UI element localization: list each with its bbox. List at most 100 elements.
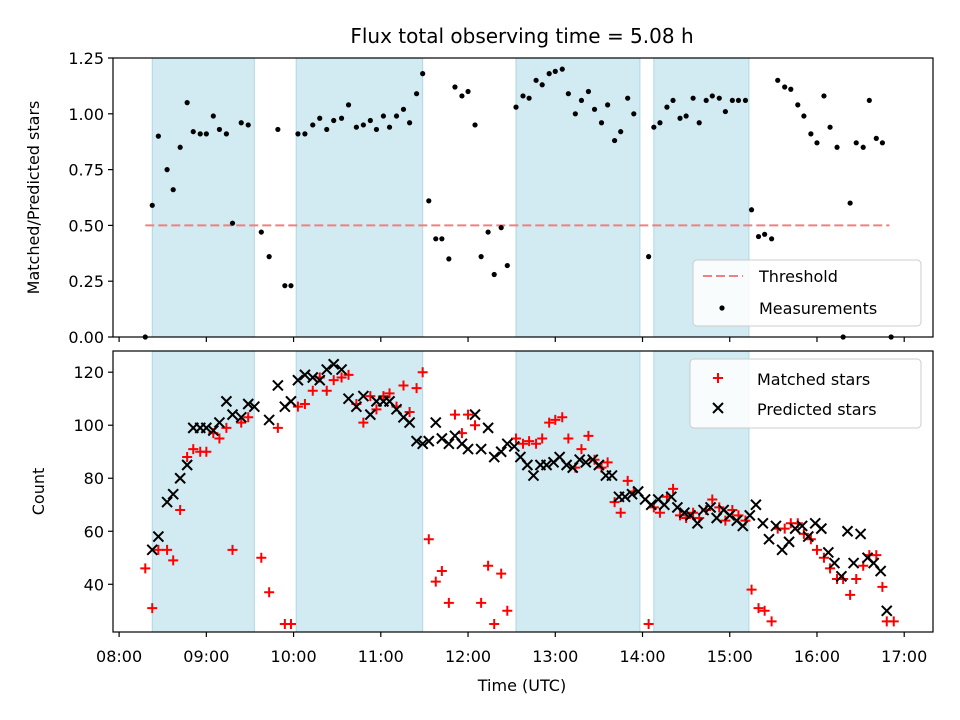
measurement-point (345, 102, 352, 108)
predicted-point (272, 379, 284, 392)
measurement-point (696, 120, 702, 126)
matched-point (328, 375, 339, 386)
y-axis-label: Count (29, 468, 48, 516)
measurement-point (266, 254, 272, 260)
measurement-point (446, 256, 452, 262)
predicted-point (482, 422, 494, 434)
matched-point (292, 401, 303, 412)
measurement-point (578, 97, 585, 104)
matched-point (583, 430, 594, 441)
matched-point (524, 436, 535, 447)
measurement-point (860, 144, 866, 150)
measurement-point (664, 104, 670, 110)
matched-point (162, 544, 173, 555)
legend-predicted-label: Predicted stars (757, 400, 877, 419)
matched-point (576, 444, 587, 455)
matched-point (358, 417, 369, 428)
y-tick-label: 0.75 (68, 161, 104, 180)
measurement-point (485, 229, 491, 235)
measurement-point (742, 97, 749, 104)
measurement-point (605, 102, 611, 108)
measurement-point (177, 144, 183, 150)
legend-measurement-swatch (719, 305, 725, 311)
measurement-point (866, 97, 872, 104)
matched-point (602, 457, 613, 468)
predicted-point (200, 422, 213, 434)
measurement-point (331, 117, 337, 124)
matched-point (423, 534, 434, 545)
matched-point (140, 563, 151, 574)
y-tick-label: 0.25 (68, 272, 104, 291)
measurement-point (275, 126, 281, 133)
measurement-point (184, 100, 190, 106)
predicted-point (671, 501, 684, 514)
chart-title: Flux total observing time = 5.08 h (350, 24, 693, 48)
x-tick-label: 09:00 (183, 647, 229, 666)
measurement-point (386, 124, 393, 130)
predicted-point (226, 408, 239, 421)
measurement-point (683, 113, 689, 119)
measurement-point (413, 91, 420, 97)
matched-point (175, 505, 186, 516)
predicted-point (737, 520, 749, 532)
predicted-point (423, 435, 435, 447)
y-tick-label: 1.25 (68, 49, 104, 68)
predicted-point (678, 507, 691, 519)
matched-point (182, 452, 193, 463)
predicted-point (436, 432, 448, 445)
x-tick-label: 17:00 (881, 647, 927, 666)
matched-point (371, 404, 382, 415)
measurement-point (814, 140, 820, 146)
measurement-point (591, 106, 598, 112)
measurement-point (795, 102, 801, 108)
measurement-point (465, 88, 471, 95)
matched-point (888, 616, 899, 627)
legend-bottom: Matched stars Predicted stars (689, 358, 922, 429)
predicted-point (835, 570, 848, 583)
predicted-point (292, 374, 304, 386)
measurement-point (245, 122, 251, 128)
x-tick-label: 13:00 (532, 647, 578, 666)
measurement-point (258, 229, 264, 235)
legend-box (689, 358, 922, 429)
measurement-point (459, 93, 465, 99)
matched-point (779, 523, 790, 534)
measurement-point (498, 225, 504, 231)
measurement-point (380, 113, 387, 119)
predicted-point (242, 398, 254, 410)
measurement-point (478, 254, 484, 260)
predicted-point (207, 424, 220, 437)
predicted-point (307, 371, 319, 384)
matched-point (622, 475, 633, 486)
matched-point (877, 581, 888, 592)
predicted-point (626, 488, 638, 500)
axes-frame (112, 350, 934, 633)
measurement-point (559, 66, 565, 72)
measurement-point (827, 124, 833, 130)
predicted-point (152, 530, 165, 543)
matched-point (227, 544, 238, 555)
matched-point (759, 605, 770, 616)
y-tick-label: 120 (73, 363, 104, 382)
measurement-point (572, 111, 578, 117)
x-axis-label: Time (UTC) (477, 676, 566, 695)
predicted-point (335, 363, 348, 376)
matched-point (502, 605, 513, 616)
y-tick-label: 80 (84, 469, 104, 488)
matched-point (256, 552, 267, 563)
x-tick-label: 08:00 (96, 647, 142, 666)
measurement-point (491, 271, 497, 278)
measurement-point (197, 131, 203, 137)
matched-point (436, 566, 447, 577)
measurement-point (324, 126, 330, 133)
measurement-point (788, 86, 794, 92)
matched-point (489, 619, 500, 630)
measurement-point (282, 283, 288, 289)
predicted-point (828, 557, 841, 569)
matched-point (201, 446, 212, 457)
measurement-point (452, 84, 458, 90)
matched-point (851, 573, 862, 584)
predicted-point (744, 509, 756, 522)
predicted-point (704, 501, 717, 514)
predicted-point (469, 408, 481, 421)
